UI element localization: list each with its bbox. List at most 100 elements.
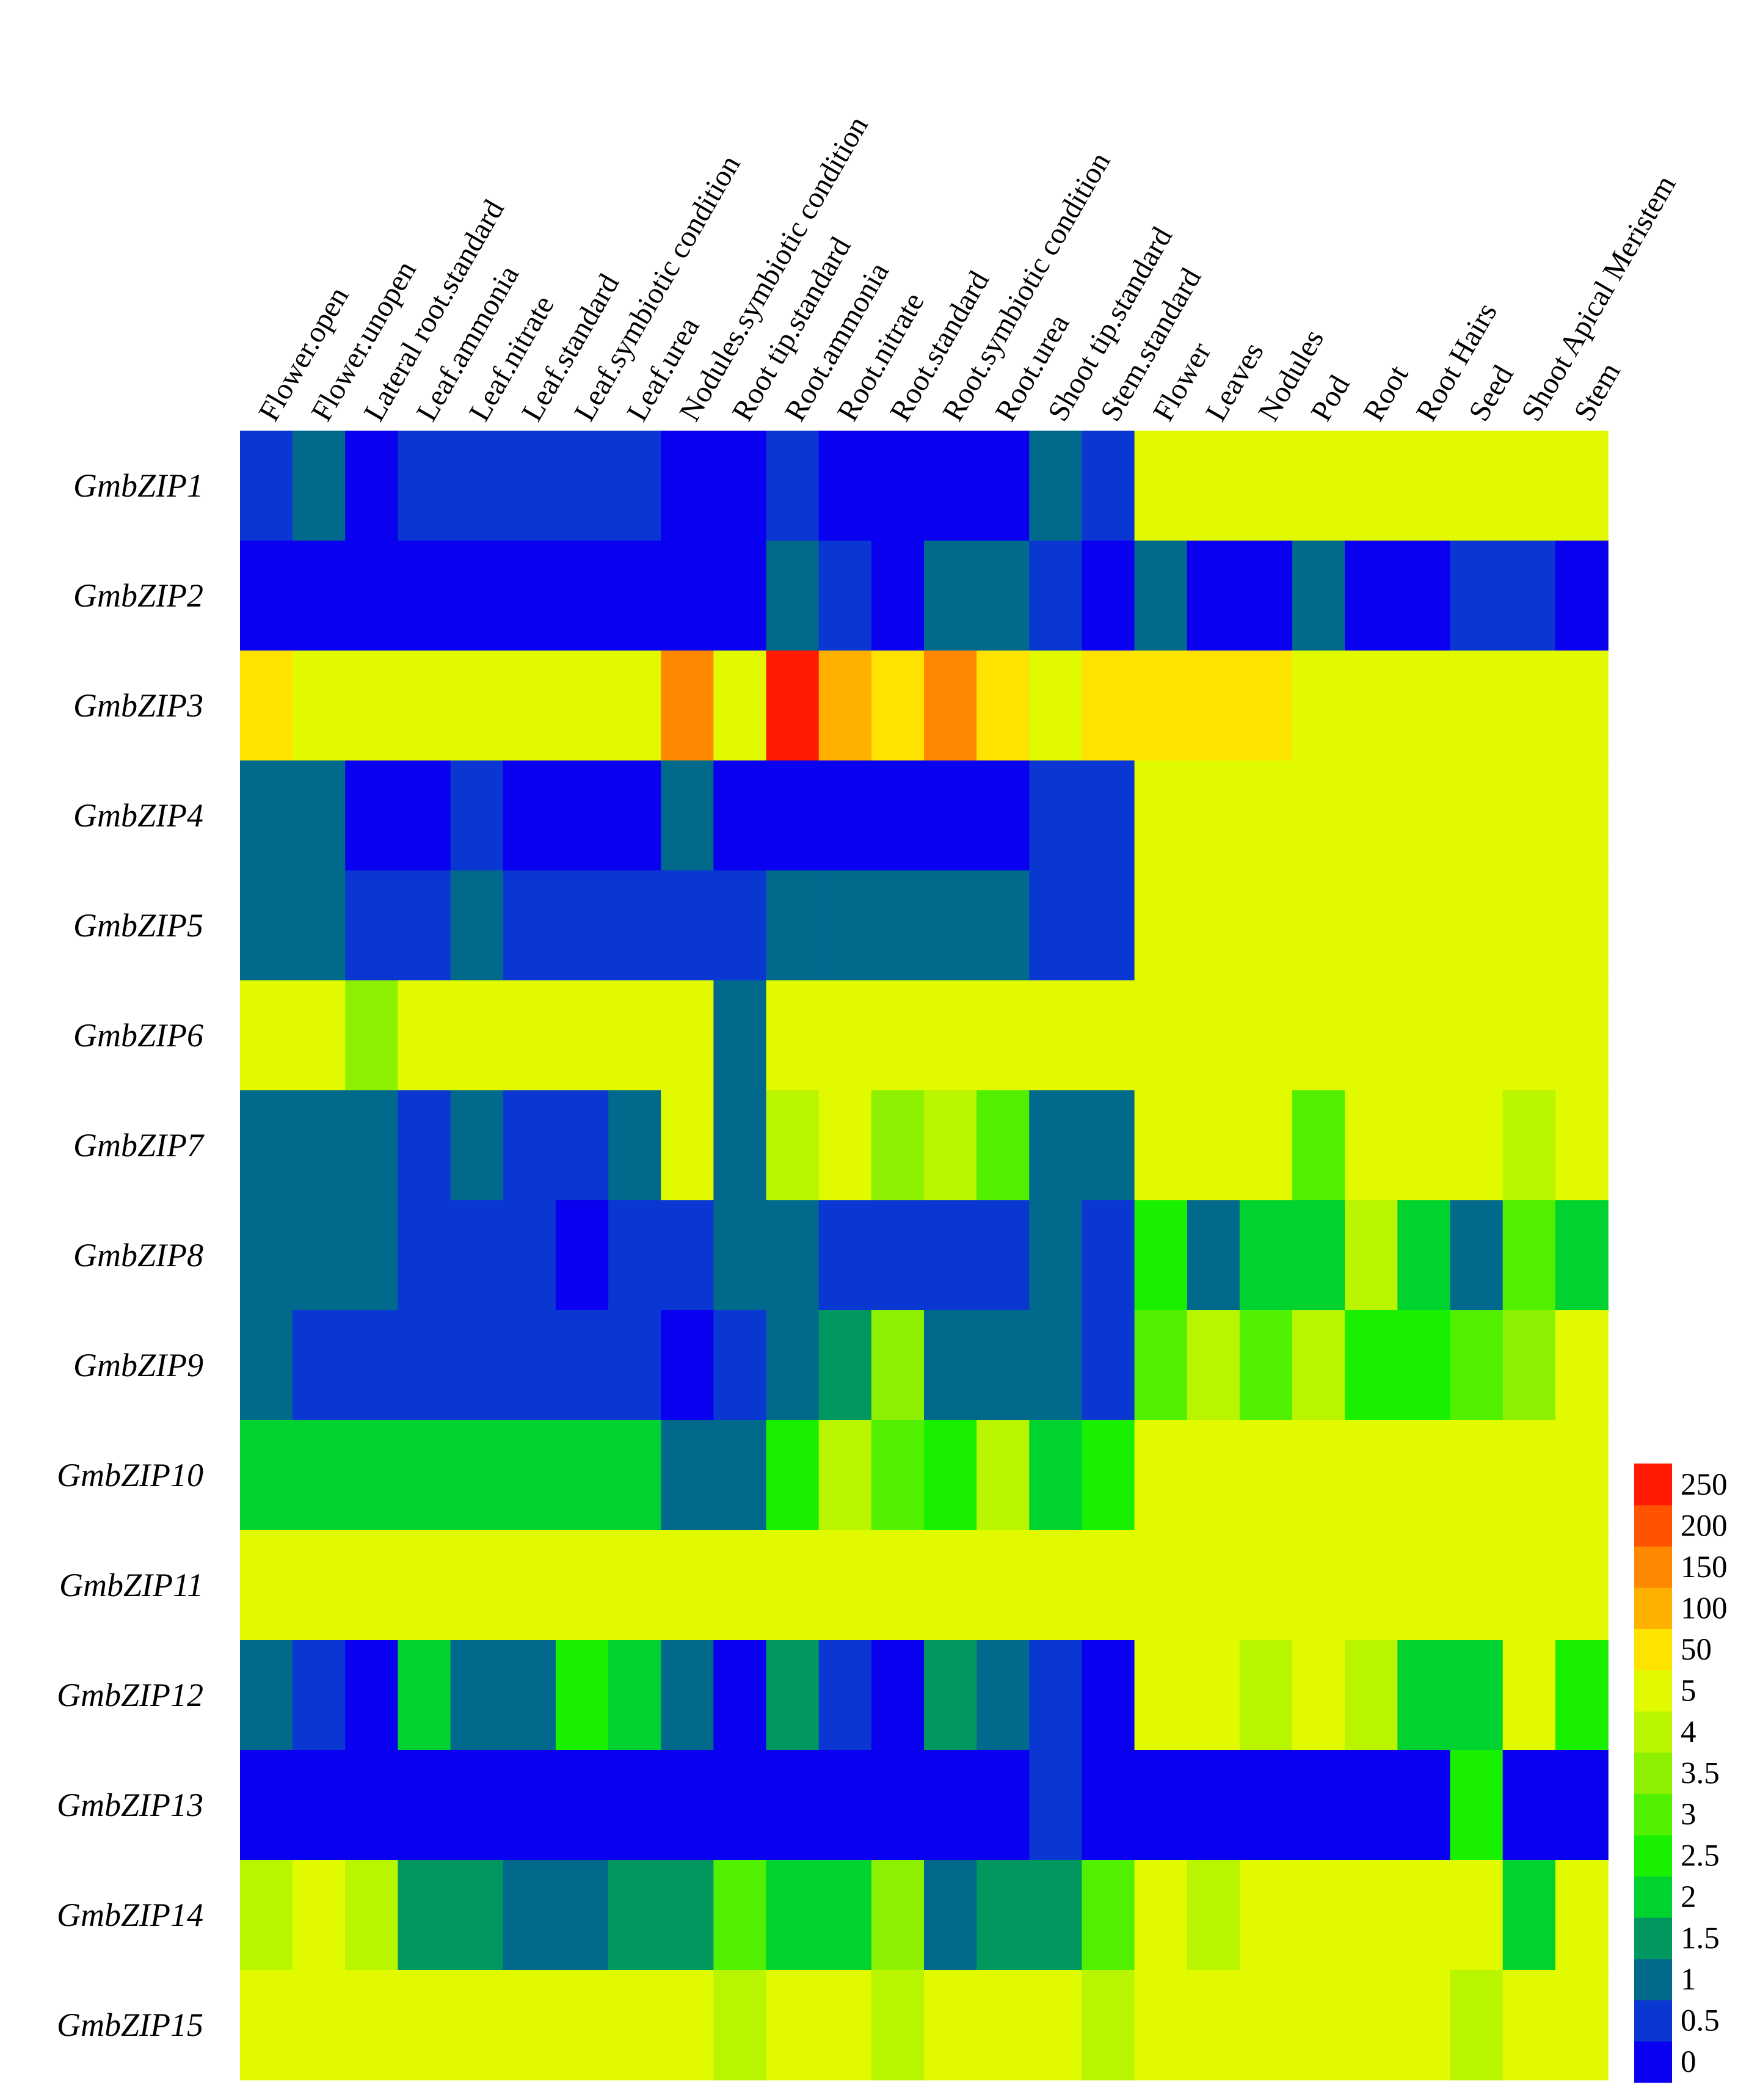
heatmap-cell <box>1555 1530 1609 1641</box>
heatmap-cell <box>1187 1530 1240 1641</box>
heatmap-cell <box>818 1530 872 1641</box>
heatmap-cell <box>1239 980 1293 1091</box>
heatmap-cell <box>976 760 1030 871</box>
heatmap-cell <box>1082 870 1135 981</box>
heatmap-cell <box>240 1200 293 1311</box>
heatmap-cell <box>1187 1860 1240 1971</box>
heatmap-cell <box>1239 1090 1293 1201</box>
legend-label: 3.5 <box>1681 1757 1720 1791</box>
heatmap-cell <box>240 760 293 871</box>
heatmap-cell <box>398 541 451 651</box>
heatmap-cell <box>1082 1310 1135 1421</box>
heatmap-cell <box>1502 1090 1556 1201</box>
heatmap-cell <box>1029 651 1083 761</box>
legend-swatch <box>1634 2041 1672 2083</box>
heatmap-cell <box>871 870 925 981</box>
heatmap-cell <box>450 431 504 541</box>
heatmap-cell <box>1555 541 1609 651</box>
heatmap-cell <box>1082 1640 1135 1751</box>
heatmap-cell <box>1134 1530 1188 1641</box>
heatmap-cell <box>924 1970 977 2080</box>
heatmap-cell <box>345 1200 399 1311</box>
heatmap-cell <box>608 651 662 761</box>
heatmap-cell <box>871 651 925 761</box>
heatmap-cell <box>398 1640 451 1751</box>
heatmap-cell <box>713 1420 767 1531</box>
heatmap-cell <box>608 760 662 871</box>
heatmap-cell <box>1397 1090 1451 1201</box>
heatmap-cell <box>1555 980 1609 1091</box>
heatmap-cell <box>1239 651 1293 761</box>
heatmap-cell <box>976 1090 1030 1201</box>
heatmap-cell <box>1345 1310 1398 1421</box>
heatmap-cell <box>1029 1310 1083 1421</box>
legend-label: 250 <box>1681 1468 1728 1502</box>
heatmap-cell <box>450 651 504 761</box>
heatmap-cell <box>1239 1420 1293 1531</box>
heatmap-cell <box>713 1860 767 1971</box>
heatmap-cell <box>1345 1200 1398 1311</box>
heatmap-cell <box>1502 1860 1556 1971</box>
heatmap-cell <box>1345 1860 1398 1971</box>
legend-label: 100 <box>1681 1591 1728 1625</box>
heatmap-cell <box>1187 541 1240 651</box>
heatmap-cell <box>818 1420 872 1531</box>
heatmap-cell <box>293 431 346 541</box>
heatmap-cell <box>398 1200 451 1311</box>
heatmap-cell <box>1187 1310 1240 1421</box>
heatmap-cell <box>924 760 977 871</box>
heatmap-cell <box>766 760 820 871</box>
heatmap-cell <box>608 1530 662 1641</box>
heatmap-cell <box>450 1970 504 2080</box>
legend-label: 0 <box>1681 2045 1696 2079</box>
heatmap-cell <box>398 651 451 761</box>
heatmap-cell <box>450 1640 504 1751</box>
heatmap-cell <box>976 1310 1030 1421</box>
heatmap-cell <box>345 1750 399 1861</box>
heatmap-cell <box>766 1860 820 1971</box>
heatmap-cell <box>503 541 556 651</box>
heatmap-cell <box>871 1200 925 1311</box>
heatmap-cell <box>398 1860 451 1971</box>
heatmap-cell <box>608 1420 662 1531</box>
heatmap-cell <box>1450 651 1504 761</box>
heatmap-cell <box>608 1750 662 1861</box>
heatmap-cell <box>1239 870 1293 981</box>
heatmap-cell <box>924 431 977 541</box>
heatmap-cell <box>1345 1970 1398 2080</box>
heatmap-cell <box>1082 1420 1135 1531</box>
heatmap-cell <box>766 541 820 651</box>
heatmap-cell <box>1555 651 1609 761</box>
heatmap-cell <box>345 870 399 981</box>
heatmap-cell <box>1345 1420 1398 1531</box>
heatmap-cell <box>661 541 715 651</box>
heatmap-cell <box>1450 1970 1504 2080</box>
heatmap-cell <box>818 1860 872 1971</box>
heatmap-cell <box>503 1090 556 1201</box>
heatmap-cell <box>345 1970 399 2080</box>
heatmap-cell <box>555 1860 609 1971</box>
heatmap-cell <box>976 431 1030 541</box>
heatmap-cell <box>1082 1530 1135 1641</box>
legend-swatch <box>1634 1628 1672 1671</box>
heatmap-cell <box>1187 1420 1240 1531</box>
heatmap-cell <box>1187 1970 1240 2080</box>
heatmap-cell <box>608 1200 662 1311</box>
heatmap-cell <box>1345 431 1398 541</box>
heatmap-cell <box>1292 760 1346 871</box>
heatmap-cell <box>766 1530 820 1641</box>
heatmap-cell <box>1134 870 1188 981</box>
legend-label: 200 <box>1681 1509 1728 1543</box>
heatmap-cell <box>1082 1860 1135 1971</box>
heatmap-cell <box>924 1530 977 1641</box>
heatmap-cell <box>1134 980 1188 1091</box>
heatmap-cell <box>976 1640 1030 1751</box>
heatmap-cell <box>1345 541 1398 651</box>
row-label: GmbZIP11 <box>59 1567 203 1603</box>
legend-swatch <box>1634 1669 1672 1712</box>
legend-swatch <box>1634 1958 1672 2000</box>
heatmap-cell <box>1397 1860 1451 1971</box>
heatmap-cell <box>1345 1530 1398 1641</box>
heatmap-cell <box>1397 1640 1451 1751</box>
